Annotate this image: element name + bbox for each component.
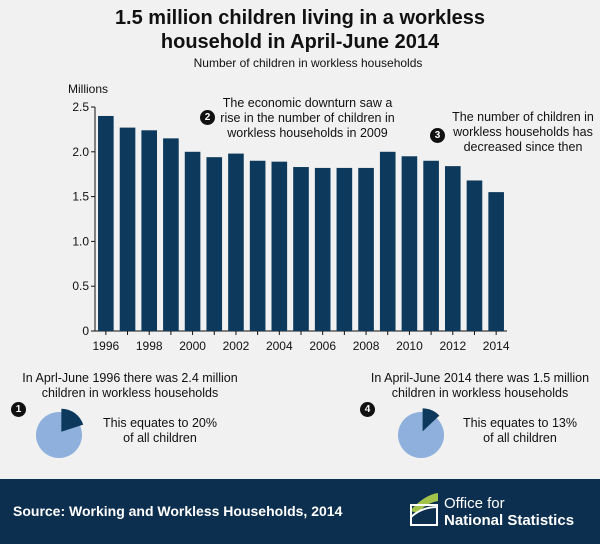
y-tick-label: 1.0: [72, 234, 89, 248]
logo-line-2: National Statistics: [444, 512, 575, 529]
pie-2014-remainder: [398, 412, 444, 458]
footer: Source: Working and Workless Households,…: [0, 479, 600, 544]
title-line-1: 1.5 million children living in a workles…: [114, 7, 486, 29]
bar-1999: [163, 138, 179, 331]
y-tick-label: 1.5: [72, 190, 89, 204]
bar-2004: [271, 161, 288, 331]
pie-2014-slice: [422, 408, 440, 432]
source-text: Source: Working and Workless Households,…: [13, 503, 343, 519]
y-tick-label: 0.5: [72, 279, 89, 293]
bar-chart: 0 0.5 1.0 1.5 2.0 2.5 1996 1998 2000 2002 2004 2006…: [72, 100, 510, 353]
x-tick-label: 2000: [179, 339, 206, 353]
x-tick-label: 2014: [483, 339, 510, 353]
bar-1997: [119, 127, 136, 331]
x-tick-label: 2002: [223, 339, 250, 353]
y-tick-label: 0: [82, 324, 89, 338]
x-tick-label: 2004: [266, 339, 293, 353]
bar-2003: [249, 160, 266, 331]
bar-2000: [184, 151, 201, 331]
callout-1-marker: 1: [11, 402, 26, 417]
pie-2014: [398, 408, 444, 458]
x-tick-label: 2008: [353, 339, 380, 353]
pie-1996-slice: [61, 408, 84, 432]
ons-logo-text: Office for National Statistics: [444, 495, 574, 529]
x-tick-label: 1996: [92, 339, 119, 353]
annotation-3-text: The number of children in workless house…: [452, 110, 594, 154]
annotation-3-marker: 3: [430, 128, 445, 143]
y-tick-label: 2.0: [72, 145, 89, 159]
pie-1996: [36, 408, 84, 458]
bar-2011: [423, 160, 439, 331]
callout-4-text: In April-June 2014 there was 1.5 million…: [370, 371, 590, 400]
bar-2007: [336, 167, 353, 331]
x-tick-label: 2006: [309, 339, 336, 353]
bar-2009: [379, 151, 396, 331]
chart-title: 1.5 million children living in a workles…: [0, 6, 600, 54]
x-tick-label: 1998: [136, 339, 163, 353]
x-tick-label: 2010: [396, 339, 423, 353]
callout-1-equates: This equates to 20% of all children: [103, 416, 217, 445]
annotation-2-text: The economic downturn saw a rise in the …: [220, 96, 395, 140]
annotation-2-marker: 2: [200, 110, 215, 125]
logo-line-1: Office for: [444, 495, 505, 512]
bar-2012: [444, 166, 461, 331]
y-axis-label: Millions: [68, 82, 109, 96]
bar-2013: [466, 180, 483, 331]
bar-2005: [293, 167, 309, 331]
bar-1998: [141, 130, 158, 331]
y-tick-label: 2.5: [72, 100, 89, 114]
callout-1-text: In Aprl-June 1996 there was 2.4 million …: [22, 371, 238, 400]
bar-2001: [206, 157, 223, 331]
bar-2014: [488, 192, 504, 331]
bar-2002: [228, 153, 244, 331]
chart-subtitle: Number of children in workless household…: [193, 56, 423, 70]
x-tick-label: 2012: [439, 339, 466, 353]
bar-1996: [98, 115, 114, 332]
ons-logo-icon: [408, 491, 440, 527]
bar-2010: [401, 156, 418, 331]
bar-2006: [314, 167, 331, 331]
callout-4-marker: 4: [360, 402, 375, 417]
callout-4-equates: This equates to 13% of all children: [463, 416, 577, 445]
bar-2008: [358, 167, 374, 331]
title-line-2: household in April-June 2014: [160, 31, 440, 53]
